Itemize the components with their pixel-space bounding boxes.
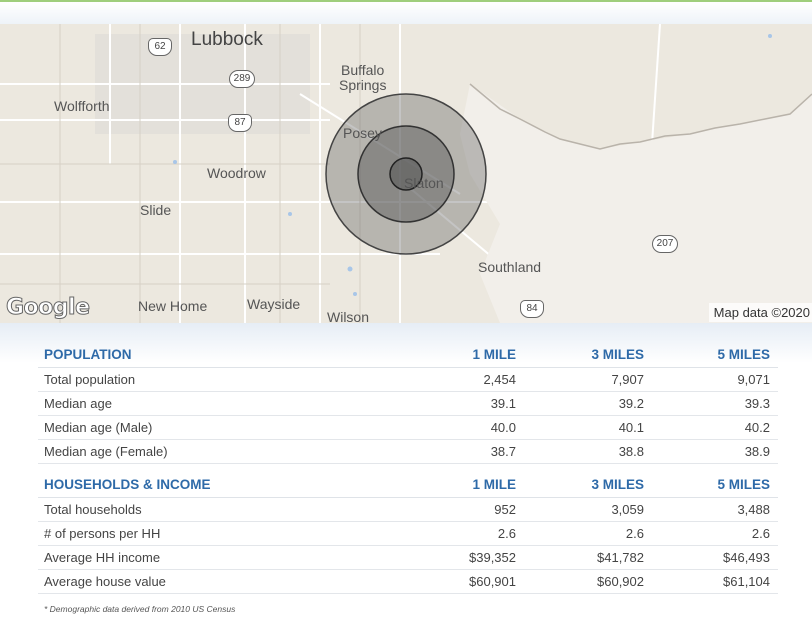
row-label: Total households [44, 502, 142, 517]
value-5-miles: 2.6 [751, 526, 770, 541]
place-slide: Slide [140, 202, 172, 218]
value-3-miles: 39.2 [618, 396, 644, 411]
value-1-mile: $39,352 [469, 550, 516, 565]
value-1-mile: 2.6 [497, 526, 516, 541]
place-wilson: Wilson [327, 309, 370, 323]
households-title: HOUSEHOLDS & INCOME [44, 477, 211, 492]
table-row: Median age (Female) 38.7 38.8 38.9 [38, 440, 778, 464]
minor-roads [0, 24, 361, 323]
place-wayside: Wayside [247, 296, 301, 312]
value-5-miles: 3,488 [737, 502, 770, 517]
value-1-mile: $60,901 [469, 574, 516, 589]
value-5-miles: 38.9 [744, 444, 770, 459]
place-buffalo-springs-line1: Buffalo [341, 62, 385, 78]
place-posey: Posey [343, 125, 382, 141]
table-row: Median age (Male) 40.0 40.1 40.2 [38, 416, 778, 440]
top-accent-bar [0, 0, 812, 24]
terrain-ridge [469, 83, 812, 150]
route-87-shield: 87 [228, 114, 252, 132]
value-3-miles: 7,907 [611, 372, 644, 387]
value-5-miles: $61,104 [723, 574, 770, 589]
census-footnote: * Demographic data derived from 2010 US … [44, 604, 236, 614]
value-5-miles: $46,493 [723, 550, 770, 565]
place-buffalo-springs-line2: Springs [339, 77, 387, 93]
row-label: Median age (Male) [44, 420, 153, 435]
col-5-miles: 5 MILES [717, 477, 770, 492]
place-southland: Southland [478, 259, 542, 275]
value-1-mile: 952 [494, 502, 516, 517]
row-label: # of persons per HH [44, 526, 161, 541]
population-table: POPULATION 1 MILE 3 MILES 5 MILES Total … [38, 342, 778, 464]
value-1-mile: 38.7 [490, 444, 516, 459]
col-1-mile: 1 MILE [472, 347, 516, 362]
population-header-row: POPULATION 1 MILE 3 MILES 5 MILES [38, 342, 778, 368]
radius-1-mile [389, 157, 423, 191]
table-row: # of persons per HH 2.6 2.6 2.6 [38, 522, 778, 546]
value-3-miles: $41,782 [597, 550, 644, 565]
value-3-miles: 40.1 [618, 420, 644, 435]
row-label: Average HH income [44, 550, 161, 565]
google-logo[interactable]: Google [6, 295, 91, 321]
table-row: Total population 2,454 7,907 9,071 [38, 368, 778, 392]
value-1-mile: 40.0 [490, 420, 516, 435]
place-wolfforth: Wolfforth [54, 98, 110, 114]
value-5-miles: 9,071 [737, 372, 770, 387]
value-3-miles: 2.6 [625, 526, 644, 541]
households-income-table: HOUSEHOLDS & INCOME 1 MILE 3 MILES 5 MIL… [38, 472, 778, 594]
map-base [0, 24, 812, 323]
route-289-shield: 289 [229, 70, 255, 88]
row-label: Total population [44, 372, 136, 387]
col-3-miles: 3 MILES [591, 347, 644, 362]
value-5-miles: 40.2 [744, 420, 770, 435]
demographics-panel [0, 323, 812, 634]
value-3-miles: 38.8 [618, 444, 644, 459]
value-1-mile: 39.1 [490, 396, 516, 411]
value-5-miles: 39.3 [744, 396, 770, 411]
value-3-miles: 3,059 [611, 502, 644, 517]
population-title: POPULATION [44, 347, 132, 362]
terrain-area [460, 84, 812, 323]
col-5-miles: 5 MILES [717, 347, 770, 362]
route-62-shield: 62 [148, 38, 172, 56]
col-1-mile: 1 MILE [472, 477, 516, 492]
route-207-shield: 207 [652, 235, 678, 253]
table-row: Total households 952 3,059 3,488 [38, 498, 778, 522]
col-3-miles: 3 MILES [591, 477, 644, 492]
place-new-home: New Home [138, 298, 208, 314]
table-row: Average HH income $39,352 $41,782 $46,49… [38, 546, 778, 570]
table-row: Median age 39.1 39.2 39.3 [38, 392, 778, 416]
row-label: Median age (Female) [44, 444, 168, 459]
row-label: Average house value [44, 574, 166, 589]
place-woodrow: Woodrow [207, 165, 266, 181]
place-slaton: Slaton [404, 175, 444, 191]
map-attribution[interactable]: Map data ©2020 [708, 303, 812, 322]
place-lubbock: Lubbock [191, 29, 263, 50]
value-3-miles: $60,902 [597, 574, 644, 589]
households-header-row: HOUSEHOLDS & INCOME 1 MILE 3 MILES 5 MIL… [38, 472, 778, 498]
row-label: Median age [44, 396, 112, 411]
value-1-mile: 2,454 [483, 372, 516, 387]
route-84-shield: 84 [520, 300, 544, 318]
radius-map[interactable]: Lubbock Wolfforth Buffalo Springs Posey … [0, 24, 812, 323]
table-row: Average house value $60,901 $60,902 $61,… [38, 570, 778, 594]
water-features [173, 34, 772, 296]
